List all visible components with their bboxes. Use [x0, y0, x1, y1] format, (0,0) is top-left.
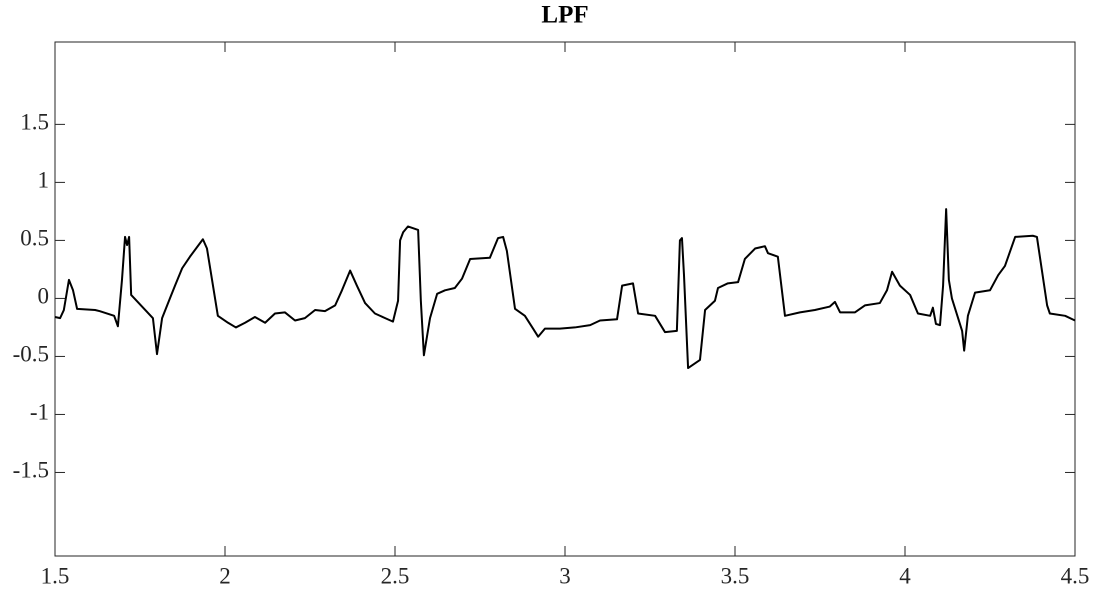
x-tick-label: 4 — [899, 563, 911, 588]
x-tick-label: 2 — [219, 563, 231, 588]
y-tick-label: 1.5 — [20, 110, 49, 135]
chart-title: LPF — [541, 2, 588, 29]
x-tick-label: 4.5 — [1061, 563, 1090, 588]
plot-box — [54, 41, 1076, 557]
x-tick-label: 3.5 — [721, 563, 750, 588]
y-tick-label: 0.5 — [20, 226, 49, 251]
y-tick-label: 0 — [38, 284, 50, 309]
x-tick-label: 2.5 — [381, 563, 410, 588]
x-tick-label: 1.5 — [41, 563, 70, 588]
y-tick-label: 1 — [38, 168, 50, 193]
signal-line — [54, 208, 1076, 370]
x-tick-label: 3 — [559, 563, 571, 588]
y-tick-label: -1.5 — [13, 458, 49, 483]
y-tick-label: -1 — [30, 400, 49, 425]
y-tick-label: -0.5 — [13, 342, 49, 367]
